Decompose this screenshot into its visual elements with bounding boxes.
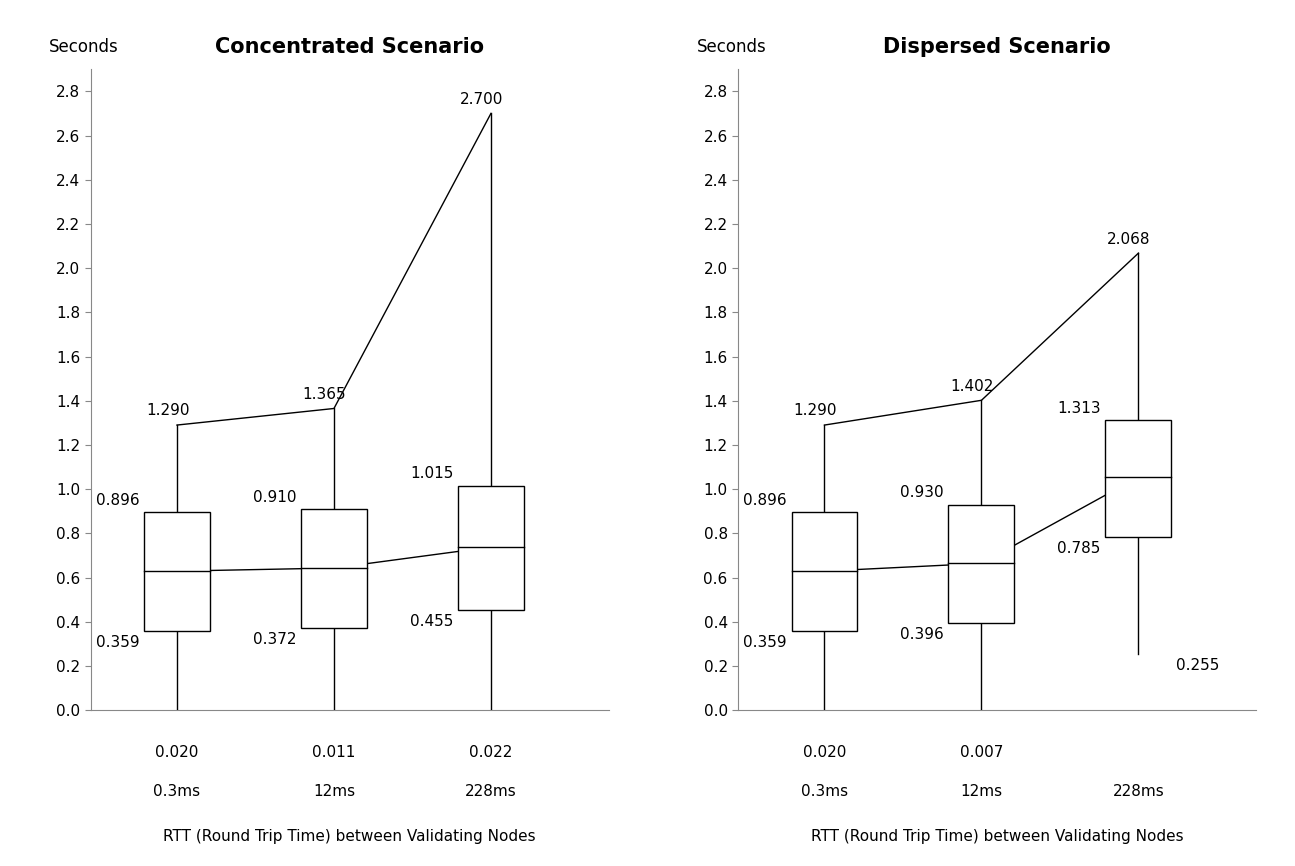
Text: 0.664: 0.664	[954, 544, 1004, 559]
Title: Concentrated Scenario: Concentrated Scenario	[215, 36, 484, 56]
Text: 0.359: 0.359	[743, 635, 787, 650]
Text: 0.738: 0.738	[464, 527, 513, 543]
Text: 0.372: 0.372	[253, 632, 297, 648]
Text: 228ms: 228ms	[1112, 784, 1164, 798]
Text: 1.365: 1.365	[303, 387, 346, 402]
Text: 1.402: 1.402	[951, 378, 993, 394]
Text: 0.629: 0.629	[150, 552, 198, 566]
Text: 0.896: 0.896	[96, 493, 140, 507]
Text: RTT (Round Trip Time) between Validating Nodes: RTT (Round Trip Time) between Validating…	[163, 829, 536, 843]
Text: 0.785: 0.785	[1058, 541, 1101, 556]
Text: 0.629: 0.629	[798, 552, 846, 566]
Text: 0.3ms: 0.3ms	[153, 784, 201, 798]
Text: 1.290: 1.290	[146, 404, 189, 418]
Text: 0.896: 0.896	[743, 493, 787, 507]
Text: 0.359: 0.359	[96, 635, 140, 650]
Text: Seconds: Seconds	[49, 38, 119, 56]
Bar	[791, 512, 857, 630]
Text: 0.007: 0.007	[960, 746, 1004, 760]
Text: Seconds: Seconds	[697, 38, 767, 56]
Text: 2.700: 2.700	[460, 92, 504, 107]
Bar	[300, 509, 366, 628]
Text: 0.011: 0.011	[312, 746, 356, 760]
Text: 0.020: 0.020	[155, 746, 198, 760]
Text: 1.290: 1.290	[794, 404, 837, 418]
Text: 2.068: 2.068	[1107, 231, 1151, 247]
Text: 0.3ms: 0.3ms	[800, 784, 848, 798]
Text: 12ms: 12ms	[313, 784, 355, 798]
Text: 0.910: 0.910	[253, 489, 297, 505]
Bar	[458, 486, 524, 610]
Text: 0.022: 0.022	[469, 746, 513, 760]
Text: 1.015: 1.015	[411, 467, 453, 481]
Text: 1.313: 1.313	[1057, 401, 1101, 416]
Text: 12ms: 12ms	[961, 784, 1002, 798]
Bar	[144, 512, 210, 630]
Title: Dispersed Scenario: Dispersed Scenario	[883, 36, 1111, 56]
Text: 0.255: 0.255	[1176, 658, 1220, 673]
Text: 0.930: 0.930	[900, 485, 944, 501]
Text: 0.020: 0.020	[803, 746, 846, 760]
Bar	[948, 505, 1014, 623]
Text: 0.396: 0.396	[900, 627, 944, 642]
Text: 0.455: 0.455	[411, 614, 453, 629]
Bar	[1106, 420, 1172, 537]
Text: RTT (Round Trip Time) between Validating Nodes: RTT (Round Trip Time) between Validating…	[811, 829, 1184, 843]
Text: 1.055: 1.055	[1111, 457, 1160, 473]
Text: 0.643: 0.643	[307, 548, 356, 564]
Text: 228ms: 228ms	[465, 784, 517, 798]
